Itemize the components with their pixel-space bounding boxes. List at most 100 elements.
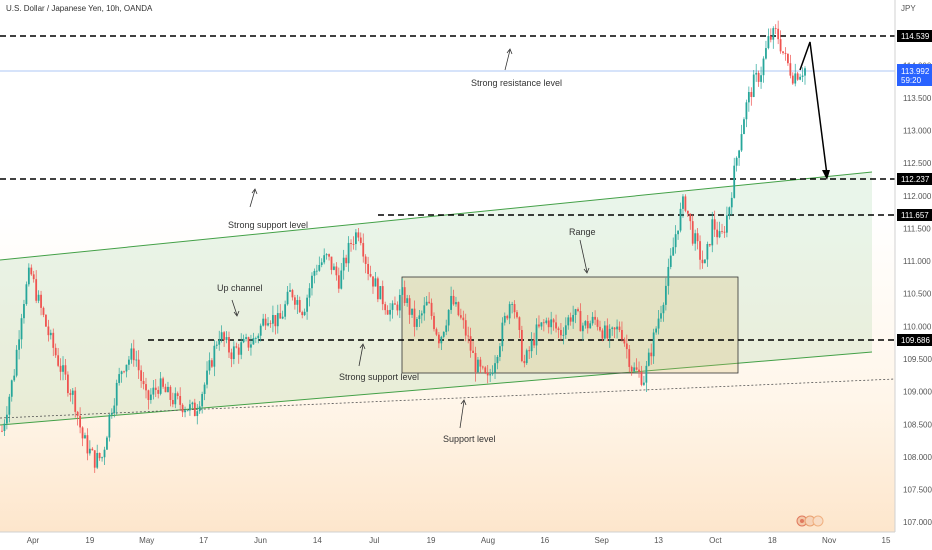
candle-body bbox=[162, 378, 164, 387]
candle-body bbox=[674, 234, 677, 248]
candle-body bbox=[125, 364, 128, 372]
candle-body bbox=[804, 68, 806, 76]
candle-body bbox=[379, 286, 382, 300]
candle-body bbox=[464, 320, 467, 336]
candle-body bbox=[664, 285, 667, 305]
candle-body bbox=[303, 311, 306, 316]
candle-body bbox=[433, 315, 435, 330]
candle-body bbox=[662, 304, 665, 314]
candle-body bbox=[147, 390, 150, 400]
candle-body bbox=[630, 366, 633, 372]
candle-body bbox=[242, 338, 245, 343]
candle-body bbox=[765, 48, 767, 59]
event-markers-icon[interactable] bbox=[796, 515, 824, 527]
candle-body bbox=[469, 336, 472, 351]
annotation-strong-support-lower: Strong support level bbox=[339, 372, 419, 382]
candle-body bbox=[728, 207, 731, 216]
candle-body bbox=[403, 287, 406, 303]
candle-body bbox=[557, 328, 560, 330]
candle-body bbox=[10, 380, 13, 397]
candle-body bbox=[313, 270, 316, 276]
candle-body bbox=[35, 279, 38, 301]
y-tick-label: 107.000 bbox=[903, 518, 932, 527]
candle-body bbox=[108, 414, 111, 438]
candle-body bbox=[564, 325, 567, 335]
candle-body bbox=[237, 347, 240, 355]
candle-body bbox=[750, 92, 753, 97]
candle-body bbox=[181, 404, 184, 413]
candle-body bbox=[57, 355, 60, 366]
candle-body bbox=[538, 324, 540, 327]
x-tick-label: 15 bbox=[882, 536, 891, 545]
candle-body bbox=[574, 309, 577, 315]
candle-body bbox=[171, 399, 174, 405]
price-label-109: 109.686 bbox=[897, 334, 932, 346]
candle-body bbox=[591, 316, 594, 324]
x-tick-label: Jul bbox=[369, 536, 379, 545]
candle-body bbox=[784, 52, 787, 54]
candle-body bbox=[577, 309, 579, 312]
y-tick-label: 107.500 bbox=[903, 486, 932, 495]
candle-body bbox=[27, 267, 30, 285]
candle-body bbox=[315, 270, 318, 272]
candle-body bbox=[225, 337, 228, 340]
candle-body bbox=[704, 259, 706, 264]
candle-body bbox=[20, 318, 23, 340]
candle-body bbox=[747, 92, 750, 103]
x-tick-label: 13 bbox=[654, 536, 663, 545]
candle-body bbox=[62, 365, 64, 372]
candle-body bbox=[169, 386, 172, 400]
candle-body bbox=[186, 410, 189, 412]
candle-body bbox=[523, 361, 526, 364]
candle-body bbox=[340, 270, 343, 289]
candle-body bbox=[772, 28, 775, 40]
candle-body bbox=[362, 243, 365, 257]
candle-body bbox=[752, 74, 755, 97]
candle-body bbox=[545, 320, 548, 323]
svg-text:112.237: 112.237 bbox=[901, 175, 930, 184]
x-tick-label: May bbox=[139, 536, 154, 545]
candle-body bbox=[113, 405, 116, 413]
candle-body bbox=[525, 350, 528, 364]
candle-body bbox=[484, 367, 487, 373]
candle-body bbox=[640, 371, 643, 385]
candle-body bbox=[606, 325, 609, 339]
candle-body bbox=[667, 266, 670, 286]
candle-body bbox=[445, 325, 448, 332]
candle-body bbox=[189, 404, 191, 411]
candle-body bbox=[293, 297, 296, 305]
candle-body bbox=[152, 387, 155, 395]
candle-body bbox=[616, 326, 618, 330]
candle-body bbox=[372, 276, 374, 287]
candle-body bbox=[176, 393, 179, 396]
candle-body bbox=[335, 266, 338, 276]
candle-body bbox=[501, 322, 504, 347]
x-tick-label: Jun bbox=[254, 536, 267, 545]
candle-body bbox=[694, 233, 697, 244]
candle-body bbox=[154, 387, 157, 390]
candle-body bbox=[477, 359, 479, 373]
candle-body bbox=[755, 72, 758, 75]
channel-lower-line bbox=[0, 351, 873, 426]
projection-path bbox=[799, 41, 828, 176]
candle-body bbox=[511, 304, 514, 305]
candle-body bbox=[389, 309, 391, 315]
candle-body bbox=[689, 213, 692, 222]
candle-body bbox=[508, 304, 511, 319]
x-tick-label: 19 bbox=[85, 536, 94, 545]
candle-body bbox=[706, 244, 709, 260]
candle-body bbox=[272, 315, 274, 324]
candle-body bbox=[308, 288, 311, 298]
candle-body bbox=[128, 359, 130, 365]
candle-body bbox=[3, 423, 6, 431]
candle-body bbox=[721, 231, 723, 232]
candle-body bbox=[184, 410, 186, 413]
candle-body bbox=[215, 344, 218, 346]
candle-body bbox=[621, 329, 623, 340]
y-tick-label: 111.500 bbox=[903, 224, 931, 233]
candle-body bbox=[135, 359, 138, 361]
candle-body bbox=[628, 349, 631, 367]
candle-body bbox=[274, 315, 277, 327]
candle-body bbox=[37, 294, 40, 301]
